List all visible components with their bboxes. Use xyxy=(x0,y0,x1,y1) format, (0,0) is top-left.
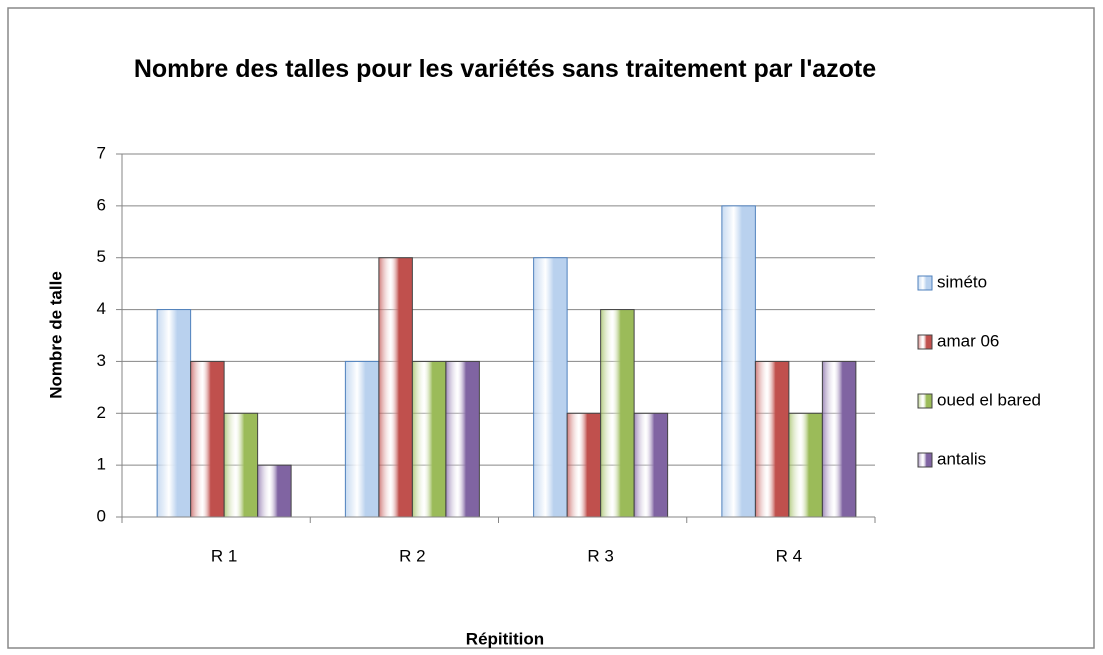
chart-title: Nombre des talles pour les variétés sans… xyxy=(133,55,877,83)
bar xyxy=(566,412,602,518)
y-tick-label: 1 xyxy=(97,455,106,474)
legend-label: antalis xyxy=(937,449,986,468)
bar xyxy=(821,360,857,518)
x-axis-label: Répitition xyxy=(466,629,544,648)
y-tick-label: 6 xyxy=(97,195,106,214)
bar xyxy=(257,464,292,518)
bar xyxy=(533,257,568,518)
legend-label: siméto xyxy=(937,272,987,291)
x-tick-label: R 2 xyxy=(399,546,425,565)
bar xyxy=(633,412,669,518)
y-tick-label: 0 xyxy=(97,506,106,525)
bar xyxy=(190,360,225,518)
bar xyxy=(754,360,790,518)
bar xyxy=(344,360,380,518)
bar xyxy=(223,412,259,518)
y-axis-label: Nombre de talle xyxy=(46,271,65,399)
legend-swatch xyxy=(917,452,933,468)
bar xyxy=(156,309,192,518)
bar xyxy=(788,412,823,518)
legend-label: oued el bared xyxy=(937,390,1041,409)
x-tick-label: R 3 xyxy=(587,546,613,565)
legend-swatch xyxy=(917,393,933,409)
y-tick-label: 3 xyxy=(97,351,106,370)
bar xyxy=(445,360,480,518)
legend-swatch xyxy=(917,334,933,350)
x-tick-label: R 1 xyxy=(211,546,237,565)
y-tick-label: 2 xyxy=(97,403,106,422)
legend-swatch xyxy=(917,275,933,291)
bar xyxy=(721,205,756,518)
y-tick-label: 5 xyxy=(97,247,106,266)
legend-label: amar 06 xyxy=(937,331,999,350)
y-tick-label: 4 xyxy=(97,299,106,318)
x-tick-label: R 4 xyxy=(776,546,802,565)
y-tick-label: 7 xyxy=(97,143,106,162)
bar xyxy=(411,360,447,518)
bar xyxy=(600,309,635,518)
bar xyxy=(378,257,413,518)
